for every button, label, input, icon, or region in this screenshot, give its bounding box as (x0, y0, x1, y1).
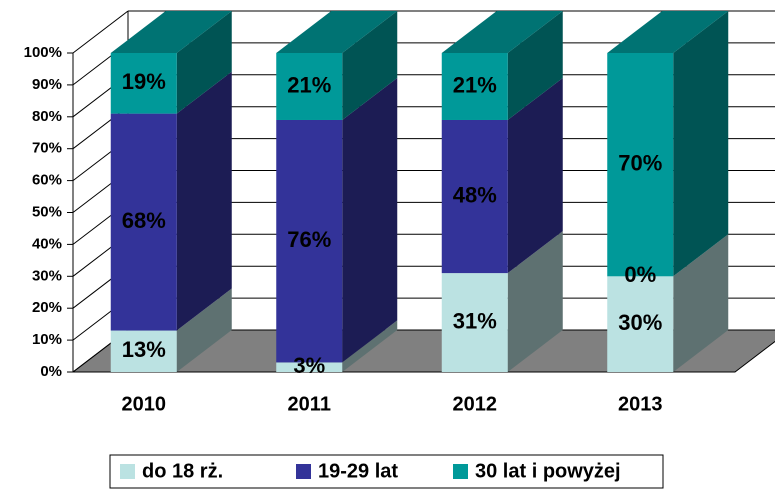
bar-side (176, 11, 232, 114)
bar-segment (441, 119, 508, 274)
y-tick-label: 10% (32, 331, 62, 348)
bar-segment (441, 273, 508, 372)
bar-segment (607, 276, 674, 372)
bar-side (176, 71, 232, 331)
bar-side (507, 77, 563, 274)
y-tick-label: 100% (24, 44, 62, 61)
data-label: 76% (287, 227, 331, 252)
bar-side (507, 231, 563, 372)
legend-label: 19-29 lat (318, 460, 398, 482)
legend-swatch (120, 464, 135, 479)
y-tick-label: 40% (32, 235, 62, 252)
y-tick-label: 60% (32, 172, 62, 189)
bar-side (342, 11, 398, 120)
bar-top (607, 11, 729, 53)
data-label: 68% (122, 208, 166, 233)
data-label: 13% (122, 337, 166, 362)
bar-side (342, 77, 398, 363)
y-tick-label: 70% (32, 140, 62, 157)
bar-segment (276, 362, 343, 372)
data-label: 31% (453, 308, 497, 333)
data-label: 3% (293, 353, 325, 378)
bar-side (342, 320, 398, 372)
x-tick-label: 2011 (288, 393, 331, 415)
bar-segment (441, 53, 508, 120)
bar-side (176, 288, 232, 372)
x-tick-label: 2010 (122, 393, 167, 415)
data-label: 0% (624, 262, 656, 287)
legend-swatch (296, 464, 311, 479)
x-tick-label: 2013 (618, 393, 663, 415)
y-tick-label: 50% (32, 203, 62, 220)
data-label: 30% (618, 310, 662, 335)
bar-side (673, 11, 729, 277)
bar-top (276, 11, 398, 53)
legend-label: do 18 rż. (142, 460, 223, 482)
grid-line (72, 10, 129, 54)
bar-segment (110, 53, 177, 114)
y-tick-label: 30% (32, 267, 62, 284)
bar-side (673, 234, 729, 372)
legend-swatch (453, 464, 468, 479)
bar-segment (110, 330, 177, 372)
legend-label: 30 lat i powyżej (475, 460, 621, 482)
bar-segment (110, 113, 177, 331)
y-tick-label: 90% (32, 76, 62, 93)
y-tick-label: 80% (32, 108, 62, 125)
bar-side (507, 11, 563, 120)
x-tick-label: 2012 (453, 393, 498, 415)
legend-box (109, 454, 664, 489)
bar-segment (276, 119, 343, 363)
bar-segment (607, 53, 674, 277)
bar-top (441, 11, 563, 53)
bar-segment (276, 53, 343, 120)
bar-top (110, 11, 232, 53)
data-label: 19% (122, 69, 166, 94)
data-label: 48% (453, 182, 497, 207)
data-label: 21% (453, 72, 497, 97)
data-label: 21% (287, 72, 331, 97)
y-tick-label: 0% (40, 363, 62, 380)
y-tick-label: 20% (32, 299, 62, 316)
data-label: 70% (618, 150, 662, 175)
